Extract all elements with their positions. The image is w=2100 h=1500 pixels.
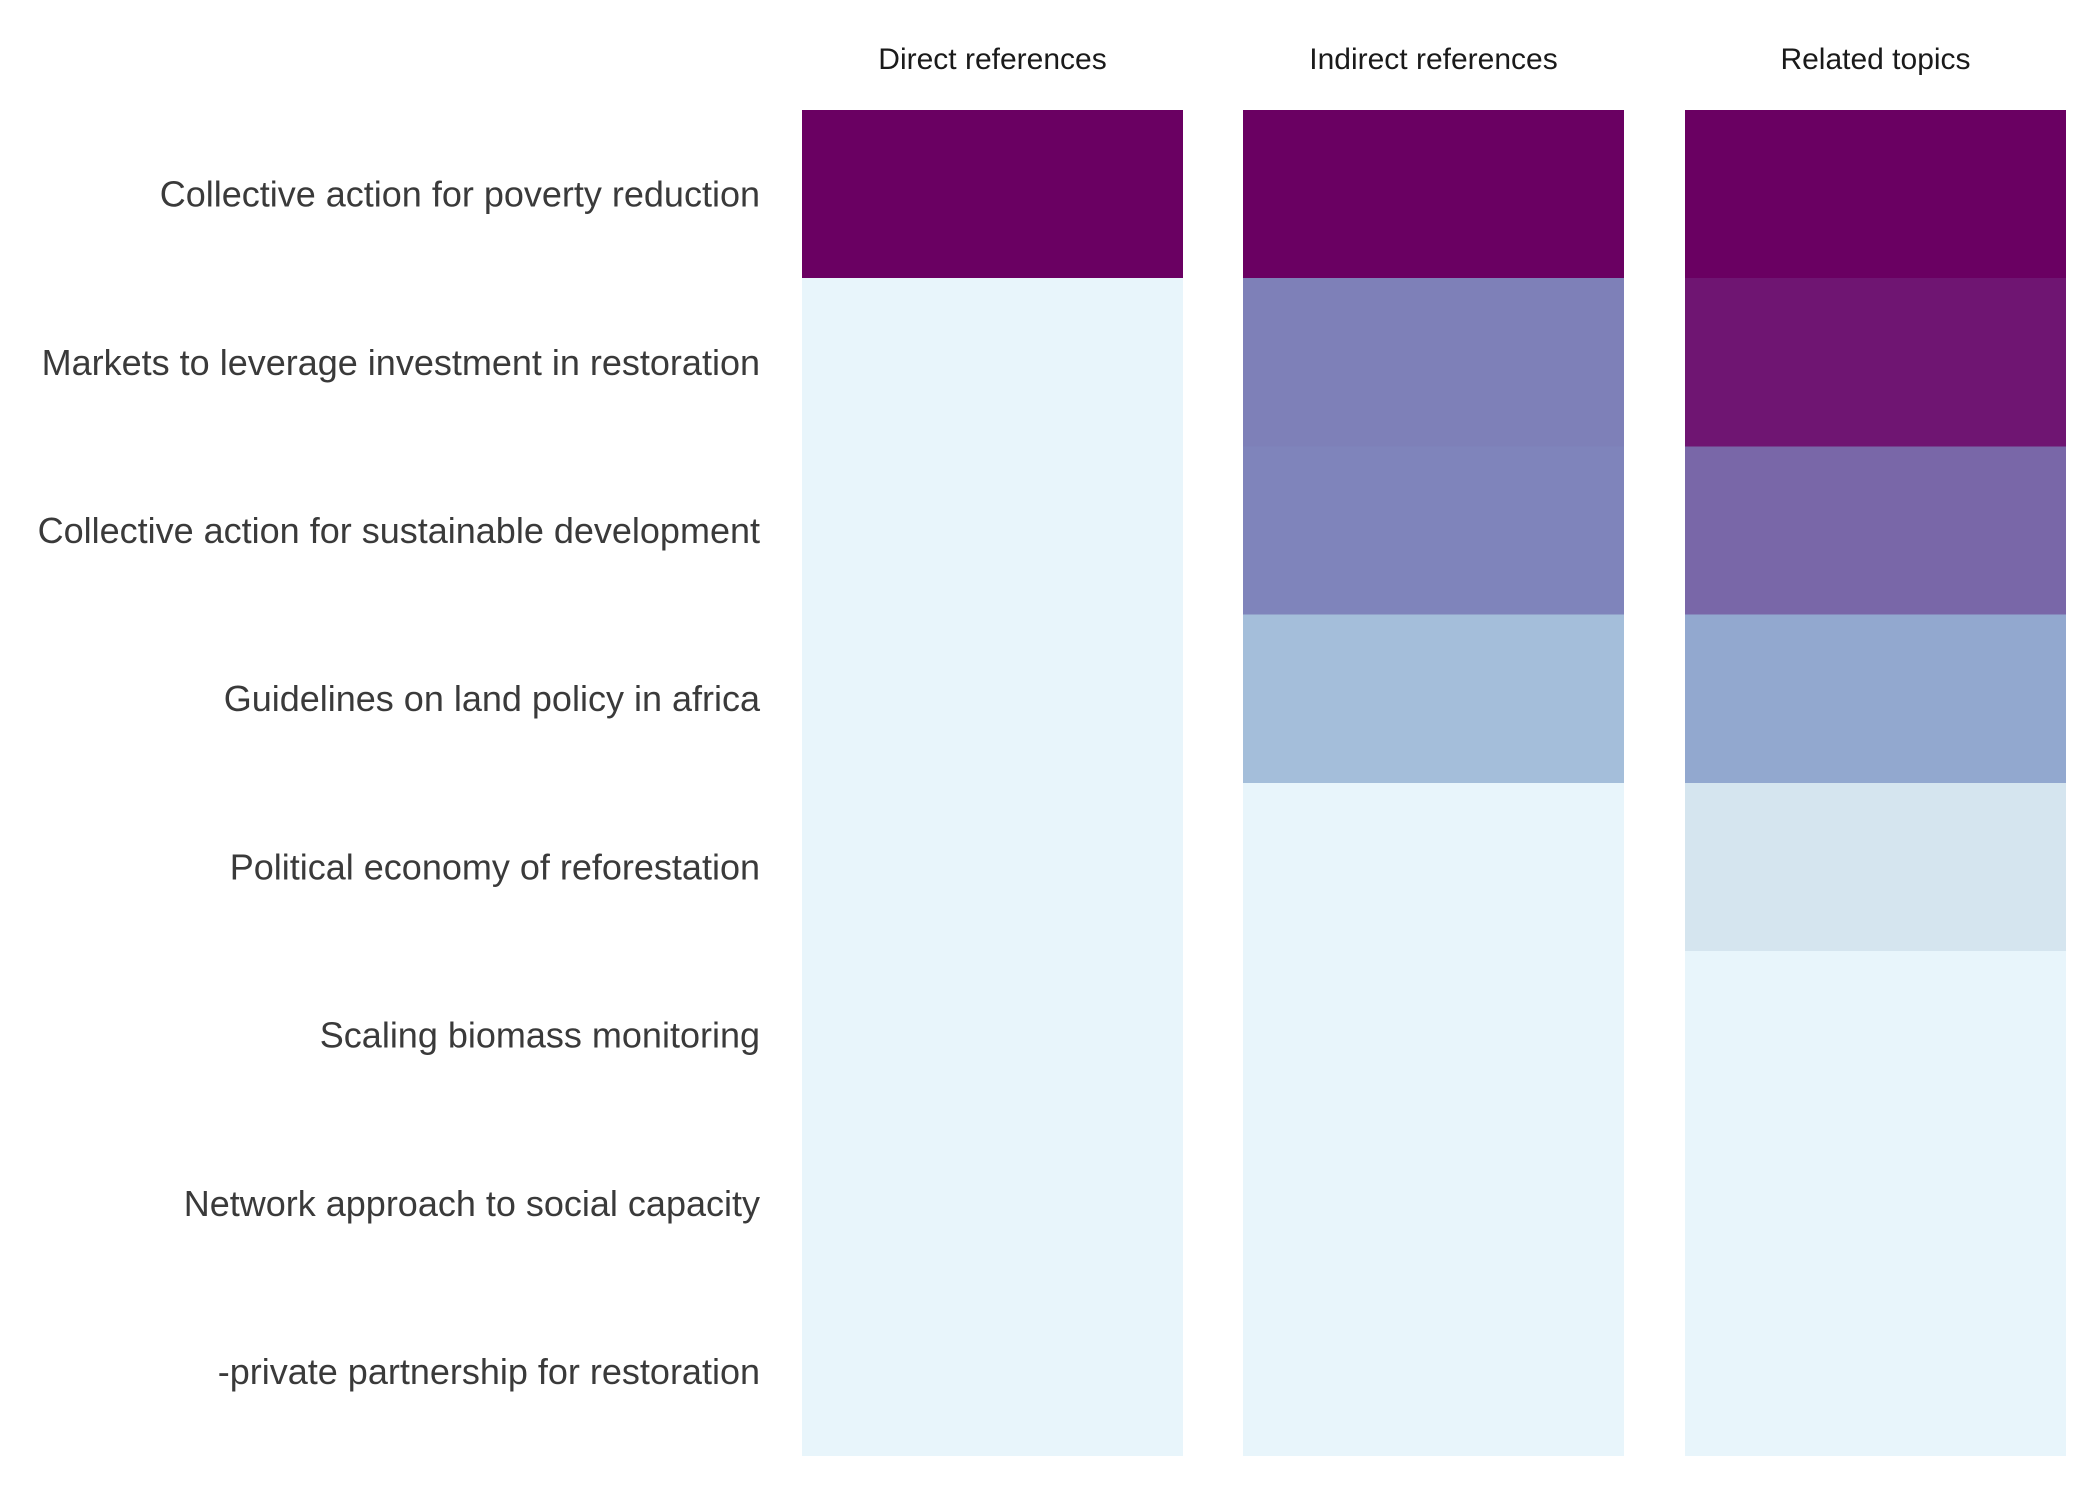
row-labels: Collective action for poverty reduction M… xyxy=(38,174,761,1392)
heatmap-cell-r6-c0 xyxy=(802,1119,1183,1288)
heatmap-cell-r2-c0 xyxy=(802,446,1183,616)
column-label: Related topics xyxy=(1780,43,1970,76)
row-label: Collective action for sustainable develo… xyxy=(38,510,760,551)
row-label: Guidelines on land policy in africa xyxy=(224,678,761,719)
heatmap-cell-r4-c1 xyxy=(1243,782,1624,952)
column-labels: Direct references Indirect references Rela… xyxy=(878,43,1970,76)
row-label: Markets to leverage investment in restor… xyxy=(42,342,760,383)
heatmap-cell-r2-c2 xyxy=(1685,446,2066,616)
heatmap-cell-r3-c0 xyxy=(802,614,1183,784)
heatmap-cell-r7-c2 xyxy=(1685,1287,2066,1457)
column-label: Direct references xyxy=(878,43,1106,76)
row-label: Collective action for poverty reduction xyxy=(160,174,760,215)
heatmap-cell-r3-c2 xyxy=(1685,614,2066,784)
column-label: Indirect references xyxy=(1309,43,1557,76)
heatmap-cell-r1-c0 xyxy=(802,278,1183,447)
row-label: Political economy of reforestation xyxy=(230,846,760,887)
heatmap-cell-r2-c1 xyxy=(1243,446,1624,616)
heatmap-cell-r7-c0 xyxy=(802,1287,1183,1457)
heatmap-cell-r5-c0 xyxy=(802,951,1183,1120)
heatmap-cell-r0-c0 xyxy=(802,110,1183,279)
row-label: Scaling biomass monitoring xyxy=(320,1015,760,1056)
heatmap-cell-r0-c2 xyxy=(1685,110,2066,279)
heatmap-cell-r6-c2 xyxy=(1685,1119,2066,1288)
heatmap-cell-r4-c0 xyxy=(802,782,1183,952)
row-label: -private partnership for restoration xyxy=(218,1351,760,1392)
heatmap-cell-r6-c1 xyxy=(1243,1119,1624,1288)
heatmap-cell-r5-c1 xyxy=(1243,951,1624,1120)
heatmap-cell-r4-c2 xyxy=(1685,782,2066,952)
heatmap-cell-r1-c1 xyxy=(1243,278,1624,447)
heatmap-cell-r0-c1 xyxy=(1243,110,1624,279)
heatmap-cells xyxy=(802,110,2066,1457)
row-label: Network approach to social capacity xyxy=(184,1183,760,1224)
heatmap-cell-r7-c1 xyxy=(1243,1287,1624,1457)
heatmap-cell-r5-c2 xyxy=(1685,951,2066,1120)
heatmap-cell-r3-c1 xyxy=(1243,614,1624,784)
heatmap-cell-r1-c2 xyxy=(1685,278,2066,447)
